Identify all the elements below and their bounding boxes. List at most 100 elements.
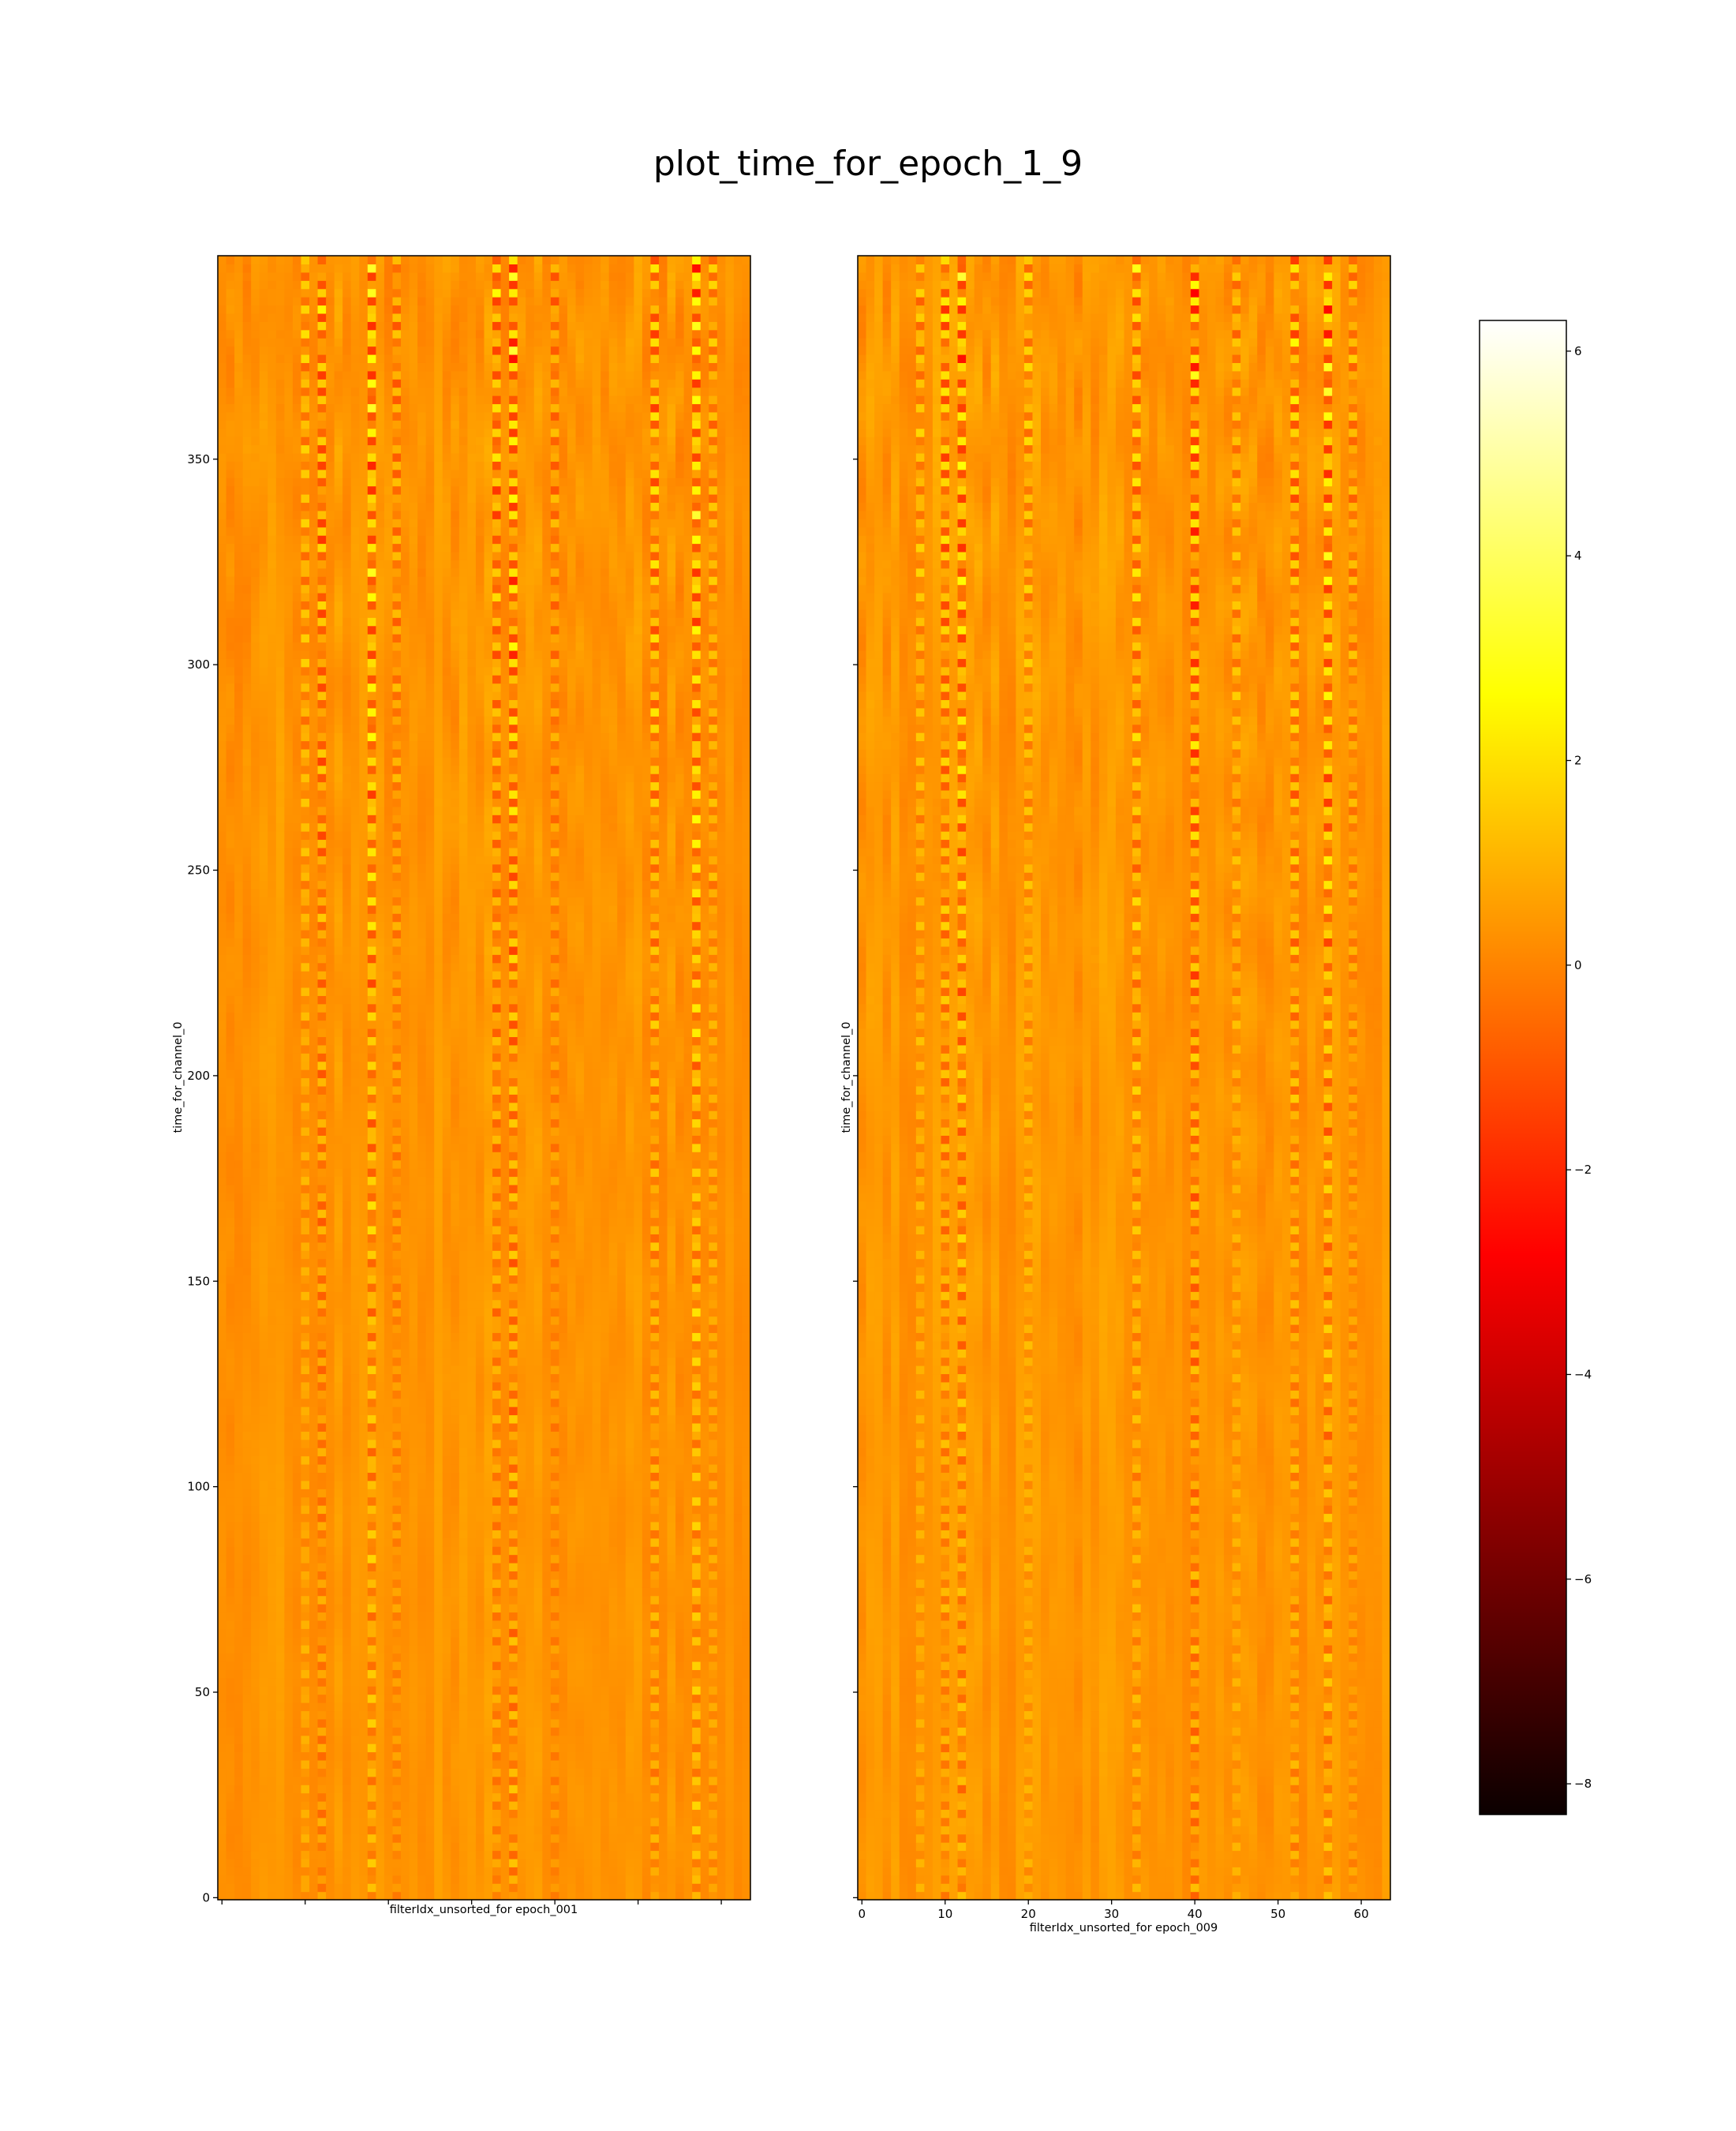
heatmap-cell (309, 1168, 318, 1177)
heatmap-cell (384, 807, 393, 815)
heatmap-cell (342, 1834, 351, 1843)
heatmap-cell (376, 560, 384, 568)
heatmap-cell (243, 930, 252, 938)
heatmap-cell (368, 1358, 376, 1366)
heatmap-cell (318, 691, 327, 700)
heatmap-cell (376, 535, 384, 544)
heatmap-cell (342, 1571, 351, 1579)
heatmap-cell (268, 1686, 276, 1695)
heatmap-cell (359, 395, 368, 404)
heatmap-cell (234, 1637, 243, 1646)
heatmap-cell (218, 708, 226, 717)
heatmap-cell (251, 1201, 260, 1210)
heatmap-cell (251, 321, 260, 330)
heatmap-cell (376, 1308, 384, 1316)
heatmap-cell (392, 1110, 401, 1119)
heatmap-cell (284, 1259, 293, 1268)
heatmap-cell (284, 1341, 293, 1350)
heatmap-cell (301, 848, 309, 856)
heatmap-cell (284, 642, 293, 651)
heatmap-cell (335, 1587, 343, 1596)
heatmap-cell (335, 1316, 343, 1325)
heatmap-cell (359, 1209, 368, 1218)
heatmap-cell (234, 395, 243, 404)
heatmap-cell (268, 330, 276, 339)
heatmap-cell (384, 831, 393, 840)
heatmap-cell (401, 1497, 410, 1506)
heatmap-cell (260, 478, 268, 486)
heatmap-cell (401, 593, 410, 601)
heatmap-cell (335, 1555, 343, 1564)
heatmap-cell (384, 1275, 393, 1283)
heatmap-cell (417, 1522, 426, 1530)
heatmap-cell (318, 1851, 327, 1859)
heatmap-cell (335, 346, 343, 355)
heatmap-cell (410, 675, 418, 683)
heatmap-cell (359, 576, 368, 585)
heatmap-cell (293, 527, 301, 536)
heatmap-cell (318, 1464, 327, 1473)
heatmap-cell (276, 708, 285, 717)
heatmap-cell (410, 691, 418, 700)
heatmap-cell (376, 1045, 384, 1054)
heatmap-cell (359, 1514, 368, 1522)
heatmap-cell (260, 1144, 268, 1152)
heatmap-cell (335, 1176, 343, 1185)
heatmap-cell (251, 1004, 260, 1013)
heatmap-cell (276, 280, 285, 289)
heatmap-cell (392, 379, 401, 388)
heatmap-cell (276, 1160, 285, 1169)
heatmap-cell (410, 371, 418, 380)
heatmap-cell (392, 1415, 401, 1424)
heatmap-cell (268, 1637, 276, 1646)
heatmap-cell (318, 839, 327, 848)
heatmap-cell (318, 782, 327, 791)
heatmap-cell (309, 1176, 318, 1185)
heatmap-cell (268, 1349, 276, 1358)
heatmap-cell (234, 790, 243, 799)
heatmap-cell (326, 1563, 335, 1571)
heatmap-cell (342, 667, 351, 676)
heatmap-cell (276, 1555, 285, 1564)
heatmap-cell (293, 1736, 301, 1744)
heatmap-cell (268, 1456, 276, 1465)
heatmap-cell (326, 1472, 335, 1481)
heatmap-cell (384, 1514, 393, 1522)
heatmap-cell (276, 1579, 285, 1588)
heatmap-cell (351, 470, 360, 478)
heatmap-cell (401, 1373, 410, 1382)
heatmap-cell (401, 519, 410, 527)
heatmap-cell (326, 1596, 335, 1605)
heatmap-cell (326, 807, 335, 815)
heatmap-cell (392, 1291, 401, 1300)
heatmap-cell (284, 732, 293, 741)
heatmap-cell (359, 1661, 368, 1670)
heatmap-cell (243, 1809, 252, 1818)
heatmap-cell (335, 1628, 343, 1637)
heatmap-cell (226, 1710, 235, 1719)
heatmap-cell (243, 699, 252, 708)
heatmap-cell (401, 338, 410, 346)
heatmap-cell (234, 1472, 243, 1481)
heatmap-cell (293, 601, 301, 609)
heatmap-cell (401, 979, 410, 988)
heatmap-cell (284, 379, 293, 388)
heatmap-cell (384, 1415, 393, 1424)
heatmap-cell (309, 1201, 318, 1210)
heatmap-cell (284, 1768, 293, 1777)
heatmap-cell (318, 1875, 327, 1884)
heatmap-cell (401, 1571, 410, 1579)
heatmap-cell (335, 1160, 343, 1169)
heatmap-cell (268, 486, 276, 495)
heatmap-cell (284, 1234, 293, 1242)
heatmap-cell (368, 1127, 376, 1136)
heatmap-cell (342, 609, 351, 618)
heatmap-cell (318, 362, 327, 371)
heatmap-cell (268, 1135, 276, 1144)
heatmap-cell (392, 1760, 401, 1769)
heatmap-cell (251, 864, 260, 873)
heatmap-cell (342, 1086, 351, 1095)
heatmap-cell (368, 1004, 376, 1013)
heatmap-cell (410, 1423, 418, 1432)
heatmap-cell (243, 954, 252, 963)
